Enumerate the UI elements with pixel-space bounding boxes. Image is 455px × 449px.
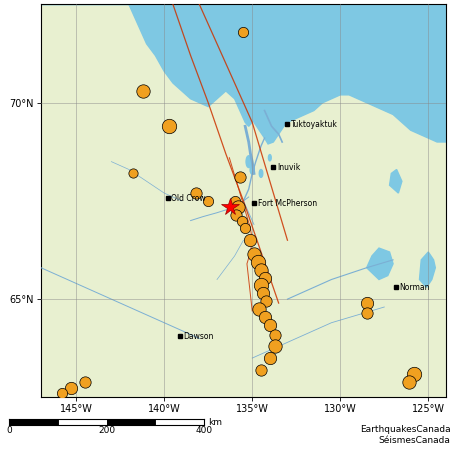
Point — [58, 390, 66, 397]
Point — [363, 309, 370, 317]
Point — [266, 354, 273, 361]
Point — [192, 189, 200, 197]
Circle shape — [268, 154, 271, 161]
Point — [67, 384, 75, 391]
Point — [254, 258, 261, 265]
Circle shape — [250, 165, 254, 174]
Point — [205, 197, 212, 204]
Text: Norman: Norman — [399, 283, 430, 292]
Point — [272, 331, 279, 338]
Point — [236, 174, 243, 181]
Point — [258, 366, 265, 374]
Point — [405, 378, 413, 385]
Text: 400: 400 — [195, 426, 212, 435]
Point — [261, 274, 268, 281]
Point — [272, 343, 279, 350]
Polygon shape — [420, 252, 435, 287]
Point — [258, 266, 265, 273]
Text: km: km — [207, 418, 222, 427]
Point — [240, 28, 247, 35]
Text: Tuktoyaktuk: Tuktoyaktuk — [291, 120, 338, 129]
Point — [166, 123, 173, 130]
Polygon shape — [367, 248, 393, 279]
Point — [231, 197, 238, 204]
Point — [234, 203, 242, 211]
Point — [266, 321, 273, 328]
Point — [247, 237, 254, 244]
Text: Old Crow: Old Crow — [171, 194, 206, 202]
Text: Inuvik: Inuvik — [277, 163, 300, 172]
Point — [259, 290, 267, 297]
Point — [139, 87, 147, 94]
Point — [233, 211, 240, 218]
Point — [256, 305, 263, 313]
Text: EarthquakesCanada
SéismesCanada: EarthquakesCanada SéismesCanada — [360, 425, 450, 445]
Point — [238, 217, 245, 224]
Circle shape — [259, 169, 263, 177]
Polygon shape — [389, 169, 402, 193]
Point — [363, 299, 370, 307]
Point — [129, 170, 136, 177]
Text: Dawson: Dawson — [183, 331, 214, 341]
Circle shape — [246, 156, 251, 167]
Point — [410, 370, 418, 377]
Polygon shape — [41, 4, 446, 397]
Polygon shape — [243, 101, 289, 144]
Text: 200: 200 — [98, 426, 115, 435]
Point — [242, 225, 249, 232]
Text: Fort McPherson: Fort McPherson — [258, 199, 317, 208]
Polygon shape — [41, 4, 446, 142]
Point — [263, 298, 270, 305]
Point — [81, 378, 89, 385]
Point — [250, 251, 258, 258]
Point — [261, 313, 268, 321]
Text: 0: 0 — [6, 426, 12, 435]
Point — [258, 282, 265, 289]
